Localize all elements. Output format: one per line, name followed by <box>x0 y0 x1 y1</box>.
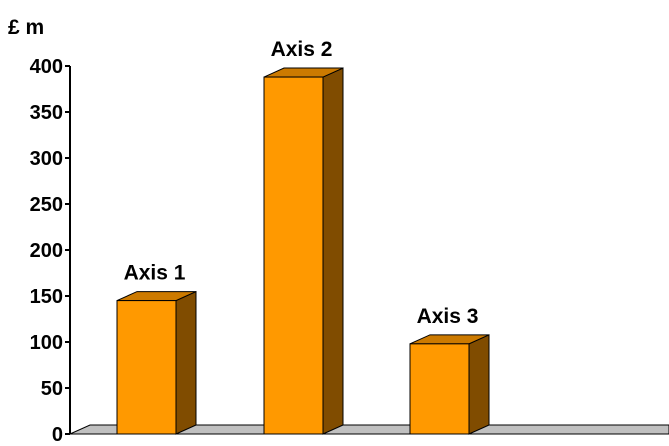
y-tick-label: 350 <box>30 102 63 124</box>
bar-side <box>175 290 197 435</box>
bar-front <box>263 76 324 435</box>
y-tick-label: 0 <box>52 424 63 446</box>
y-axis-unit-label: £ m <box>8 16 44 39</box>
bar <box>116 290 197 435</box>
bar <box>409 334 490 435</box>
y-tick-label: 200 <box>30 240 63 262</box>
bars <box>116 67 490 435</box>
y-axis: 0 50 100 150 200 250 300 350 400 <box>30 56 669 446</box>
category-label: Axis 1 <box>124 262 186 285</box>
category-labels: Axis 1 Axis 2 Axis 3 <box>124 38 479 328</box>
bar-front <box>116 300 177 435</box>
y-tick-label: 100 <box>30 332 63 354</box>
bar-front <box>409 343 470 435</box>
category-label: Axis 2 <box>271 38 333 61</box>
y-tick-label: 250 <box>30 194 63 216</box>
bar-side <box>322 67 344 435</box>
category-label: Axis 3 <box>417 305 479 328</box>
y-tick-label: 50 <box>41 378 63 400</box>
y-tick-label: 300 <box>30 148 63 170</box>
y-tick-label: 400 <box>30 56 63 78</box>
y-tick-label: 150 <box>30 286 63 308</box>
bar <box>263 67 344 435</box>
bar-side <box>468 334 490 435</box>
